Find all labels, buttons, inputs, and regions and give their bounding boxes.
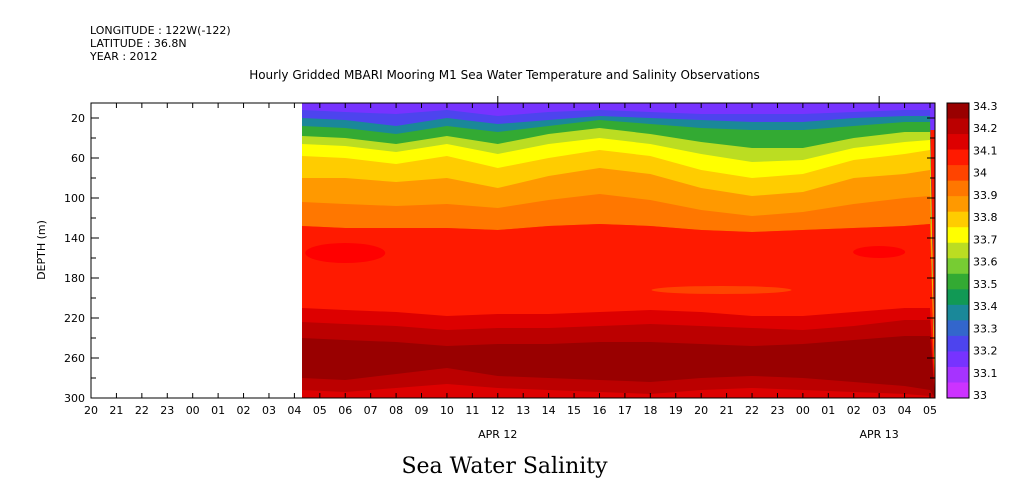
colorbar-label: 33.4 — [973, 300, 998, 313]
y-tick-label: 140 — [64, 232, 85, 245]
x-tick-label: 08 — [389, 404, 403, 417]
colorbar-swatch — [947, 227, 969, 244]
x-tick-label: 01 — [821, 404, 835, 417]
x-date-label: APR 12 — [478, 428, 517, 441]
colorbar-swatch — [947, 351, 969, 368]
longitude-label: LONGITUDE : 122W(-122) — [90, 24, 231, 37]
y-axis: 20 60 100 140 180 220 260 300 — [64, 112, 935, 405]
x-tick-label: 15 — [567, 404, 581, 417]
x-tick-label: 22 — [135, 404, 149, 417]
colorbar-label: 33 — [973, 389, 987, 402]
x-tick-label: 04 — [287, 404, 301, 417]
x-tick-label: 00 — [796, 404, 810, 417]
colorbar-swatch — [947, 196, 969, 213]
x-tick-label: 07 — [364, 404, 378, 417]
x-tick-label: 02 — [847, 404, 861, 417]
colorbar-label: 33.7 — [973, 233, 998, 246]
y-axis-label: DEPTH (m) — [35, 220, 48, 280]
x-axis: 20 21 22 23 00 01 02 03 04 05 06 07 08 09 10 11 12 13 14 15… — [84, 96, 937, 441]
x-tick-label: 01 — [211, 404, 225, 417]
x-tick-label: 23 — [770, 404, 784, 417]
colorbar-swatch — [947, 320, 969, 337]
chart-title: Hourly Gridded MBARI Mooring M1 Sea Wate… — [249, 68, 760, 82]
colorbar-label: 33.9 — [973, 189, 998, 202]
x-tick-label: 10 — [440, 404, 454, 417]
x-tick-label: 21 — [109, 404, 123, 417]
x-tick-label: 23 — [160, 404, 174, 417]
colorbar-label: 33.6 — [973, 256, 998, 269]
y-tick-label: 180 — [64, 272, 85, 285]
colorbar-swatch — [947, 103, 969, 120]
colorbar-label: 33.1 — [973, 367, 998, 380]
colorbar-swatch — [947, 180, 969, 197]
colorbar-label: 33.8 — [973, 211, 998, 224]
colorbar-swatch — [947, 273, 969, 290]
salinity-patch — [651, 286, 792, 294]
x-tick-label: 00 — [186, 404, 200, 417]
y-tick-label: 260 — [64, 352, 85, 365]
salinity-band-floor-2 — [302, 384, 935, 398]
x-tick-label: 18 — [643, 404, 657, 417]
colorbar-swatch — [947, 335, 969, 352]
colorbar-swatch — [947, 211, 969, 228]
x-tick-label: 12 — [491, 404, 505, 417]
x-tick-label: 05 — [313, 404, 327, 417]
year-label: YEAR : 2012 — [90, 50, 158, 63]
colorbar-swatch — [947, 289, 969, 306]
colorbar-label: 33.2 — [973, 345, 998, 358]
latitude-label: LATITUDE : 36.8N — [90, 37, 187, 50]
colorbar-swatch — [947, 242, 969, 259]
salinity-patch — [853, 246, 906, 258]
colorbar-swatch — [947, 134, 969, 151]
colorbar-label: 34 — [973, 167, 987, 180]
x-tick-label: 19 — [669, 404, 683, 417]
colorbar-swatch — [947, 149, 969, 166]
y-tick-label: 60 — [71, 152, 85, 165]
x-tick-label: 03 — [262, 404, 276, 417]
x-tick-label: 20 — [84, 404, 98, 417]
colorbar-label: 34.3 — [973, 100, 998, 113]
colorbar-swatch — [947, 382, 969, 399]
colorbar-swatch — [947, 118, 969, 135]
x-tick-label: 16 — [592, 404, 606, 417]
x-tick-label: 04 — [898, 404, 912, 417]
y-tick-label: 220 — [64, 312, 85, 325]
salinity-patch — [305, 243, 386, 263]
colorbar-swatch — [947, 258, 969, 275]
plot-frame — [90, 102, 936, 399]
x-tick-label: 17 — [618, 404, 632, 417]
x-tick-label: 09 — [415, 404, 429, 417]
colorbar-label: 34.2 — [973, 122, 998, 135]
colorbar-label: 34.1 — [973, 144, 998, 157]
colorbar-label: 33.5 — [973, 278, 998, 291]
colorbar-label: 33.3 — [973, 322, 998, 335]
x-date-label: APR 13 — [860, 428, 899, 441]
x-tick-label: 22 — [745, 404, 759, 417]
salinity-field — [302, 103, 935, 398]
y-tick-label: 20 — [71, 112, 85, 125]
colorbar-swatch — [947, 304, 969, 321]
x-tick-label: 05 — [923, 404, 937, 417]
colorbar-swatch — [947, 165, 969, 182]
colorbar-frame — [946, 102, 970, 399]
x-tick-label: 20 — [694, 404, 708, 417]
y-tick-label: 300 — [64, 392, 85, 405]
x-tick-label: 21 — [720, 404, 734, 417]
x-tick-label: 06 — [338, 404, 352, 417]
x-tick-label: 02 — [237, 404, 251, 417]
colorbar: 34.3 34.2 34.1 34 33.9 33.8 33.7 33.6 33.5 33.4 33… — [946, 100, 998, 402]
y-tick-label: 100 — [64, 192, 85, 205]
x-tick-label: 03 — [872, 404, 886, 417]
x-tick-label: 11 — [465, 404, 479, 417]
colorbar-swatch — [947, 366, 969, 383]
x-tick-label: 13 — [516, 404, 530, 417]
x-tick-label: 14 — [542, 404, 556, 417]
bottom-title: Sea Water Salinity — [401, 454, 608, 479]
